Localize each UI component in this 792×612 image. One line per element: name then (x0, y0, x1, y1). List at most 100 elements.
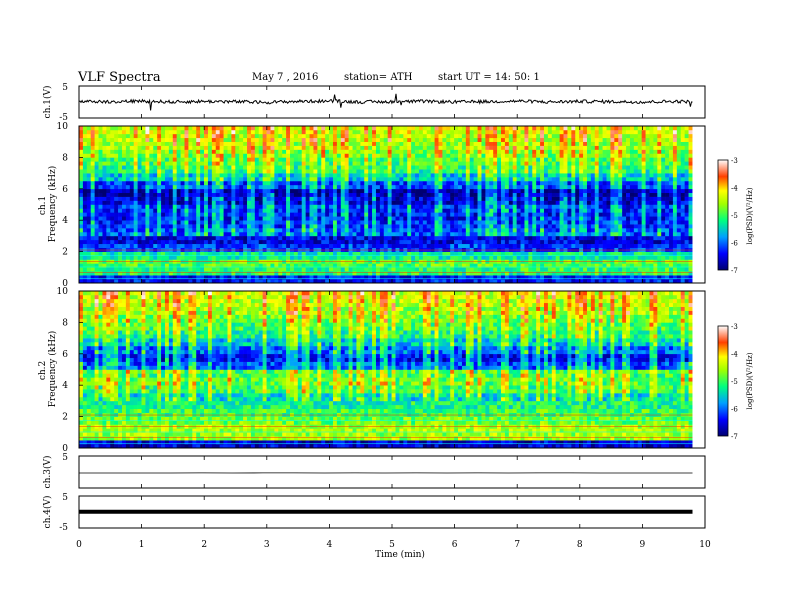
spectrogram-cell (352, 279, 357, 284)
spectrogram-cell (200, 204, 205, 209)
spectrogram-cell (411, 192, 416, 197)
spectrogram-cell (438, 220, 443, 225)
spectrogram-cell (551, 141, 557, 146)
spectrogram-cell (215, 267, 220, 272)
spectrogram-cell (403, 239, 408, 245)
spectrogram-cell (121, 208, 127, 213)
spectrogram-cell (121, 279, 127, 284)
spectrogram-cell (168, 169, 174, 174)
spectrogram-cell (477, 220, 482, 225)
spectrogram-cell (82, 255, 88, 260)
spectrogram-cell (450, 129, 455, 135)
spectrogram-cell (239, 239, 244, 245)
spectrogram-cell (141, 196, 146, 201)
spectrogram-cell (157, 267, 162, 272)
spectrogram-cell (415, 126, 420, 131)
spectrogram-cell (477, 228, 482, 233)
spectrogram-cell (274, 177, 279, 182)
spectrogram-cell (106, 173, 111, 178)
spectrogram-cell (204, 235, 209, 241)
spectrogram-cell (309, 177, 314, 182)
spectrogram-cell (204, 255, 209, 260)
spectrogram-cell (528, 204, 533, 209)
spectrogram-cell (528, 251, 533, 256)
spectrogram-cell (258, 220, 263, 225)
spectrogram-cell (121, 188, 127, 194)
spectrogram-cell (223, 220, 228, 225)
spectrogram-cell (528, 271, 533, 276)
spectrogram-cell (286, 133, 291, 139)
spectrogram-cell (360, 133, 365, 139)
spectrogram-cell (383, 133, 388, 139)
spectrogram-cell (348, 192, 353, 197)
spectrogram-cell (137, 263, 142, 268)
spectrogram-cell (356, 177, 361, 182)
spectrogram-cell (243, 204, 248, 209)
spectrogram-cell (98, 137, 103, 142)
spectrogram-cell (231, 180, 236, 186)
spectrogram-cell (532, 184, 537, 190)
spectrogram-cell (106, 239, 111, 245)
spectrogram-cell (110, 275, 115, 280)
spectrogram-cell (215, 235, 220, 241)
spectrogram-cell (528, 224, 533, 229)
spectrogram-cell (477, 145, 482, 150)
spectrogram-cell (125, 271, 131, 276)
spectrogram-cell (196, 275, 201, 280)
spectrogram-cell (469, 149, 474, 154)
spectrogram-cell (164, 145, 170, 150)
spectrogram-cell (290, 192, 295, 197)
spectrogram-cell (454, 137, 459, 142)
spectrogram-cell (461, 180, 467, 186)
spectrogram-cell (235, 275, 240, 280)
spectrogram-cell (450, 161, 455, 166)
spectrogram-cell (528, 220, 533, 225)
spectrogram-cell (415, 137, 420, 142)
spectrogram-cell (86, 157, 92, 162)
spectrogram-cell (422, 228, 428, 233)
spectrogram-cell (559, 196, 564, 201)
spectrogram-cell (125, 145, 131, 150)
spectrogram-cell (348, 204, 353, 209)
spectrogram-cell (469, 177, 474, 182)
spectrogram-cell (395, 133, 400, 139)
spectrogram-cell (192, 184, 197, 190)
spectrogram-cell (504, 267, 510, 272)
spectrogram-cell (215, 165, 220, 170)
spectrogram-cell (501, 188, 506, 194)
spectrogram-cell (235, 224, 240, 229)
spectrogram-cell (332, 192, 338, 197)
spectrogram-cell (481, 133, 486, 139)
spectrogram-cell (532, 228, 537, 233)
spectrogram-cell (516, 204, 521, 209)
spectrogram-cell (329, 196, 334, 201)
spectrogram-cell (458, 208, 463, 213)
spectrogram-cell (473, 188, 478, 194)
spectrogram-cell (321, 188, 326, 194)
spectrogram-cell (395, 208, 400, 213)
spectrogram-cell (399, 216, 404, 221)
spectrogram-cell (204, 212, 209, 217)
spectrogram-cell (360, 177, 365, 182)
spectrogram-cell (215, 126, 220, 131)
spectrogram-cell (559, 192, 564, 197)
spectrogram-cell (133, 192, 138, 197)
spectrogram-cell (149, 220, 154, 225)
spectrogram-cell (235, 188, 240, 194)
spectrogram-cell (231, 255, 236, 260)
spectrogram-cell (528, 165, 533, 170)
spectrogram-cell (235, 137, 240, 142)
spectrogram-cell (79, 157, 84, 162)
spectrogram-cell (391, 271, 396, 276)
spectrogram-cell (399, 161, 404, 166)
spectrogram-cell (528, 184, 533, 190)
spectrogram-cell (375, 267, 381, 272)
spectrogram-cell (442, 235, 447, 241)
spectrogram-cell (102, 251, 107, 256)
spectrogram-cell (504, 129, 510, 135)
spectrogram-cell (184, 255, 189, 260)
spectrogram-cell (332, 137, 338, 142)
spectrogram-cell (157, 129, 162, 135)
spectrogram-cell (352, 204, 357, 209)
spectrogram-cell (332, 216, 338, 221)
